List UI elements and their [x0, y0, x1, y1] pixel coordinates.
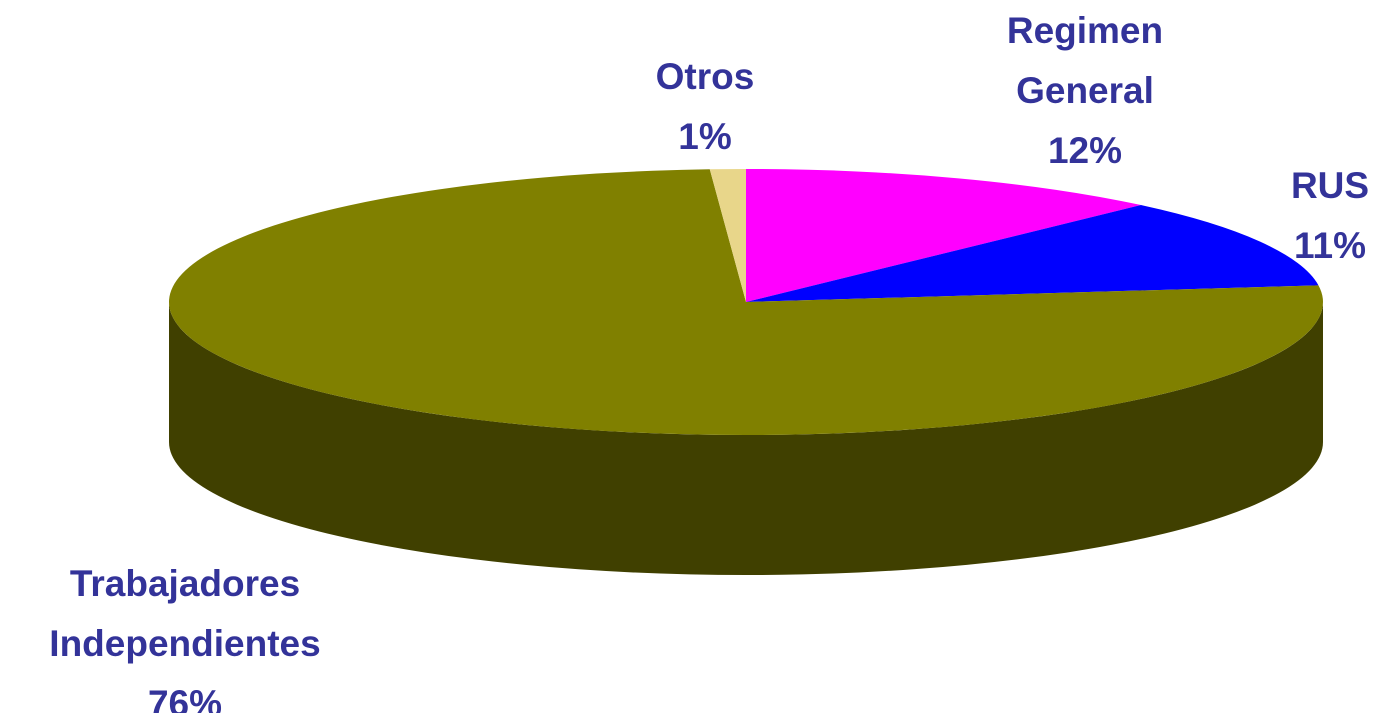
category-label: Regimen General — [1007, 10, 1163, 111]
slice-label: Otros 1% — [656, 56, 755, 157]
category-word: Otros — [656, 56, 755, 97]
category-label: Trabajadores Independientes — [49, 563, 320, 664]
slice — [709, 169, 746, 302]
category-label: RUS — [1291, 165, 1369, 206]
value-label: 12% — [1048, 130, 1122, 171]
slice-label: Trabajadores Independientes 76% — [49, 563, 320, 713]
value-label: 11% — [1294, 225, 1366, 266]
slice — [746, 169, 1141, 302]
category-word: Regimen — [1007, 10, 1163, 51]
slice-side — [169, 302, 1323, 575]
category-word: RUS — [1291, 165, 1369, 206]
slice-label: RUS 11% — [1291, 165, 1369, 266]
category-word: Trabajadores — [70, 563, 300, 604]
category-label: Otros — [656, 56, 755, 97]
slice — [746, 205, 1319, 302]
value-label: 1% — [678, 116, 731, 157]
value-label: 76% — [148, 683, 222, 713]
slice — [168, 169, 1323, 435]
category-word: Independientes — [49, 623, 320, 664]
category-word: General — [1016, 70, 1154, 111]
slice-label: Regimen General 12% — [1007, 10, 1163, 171]
